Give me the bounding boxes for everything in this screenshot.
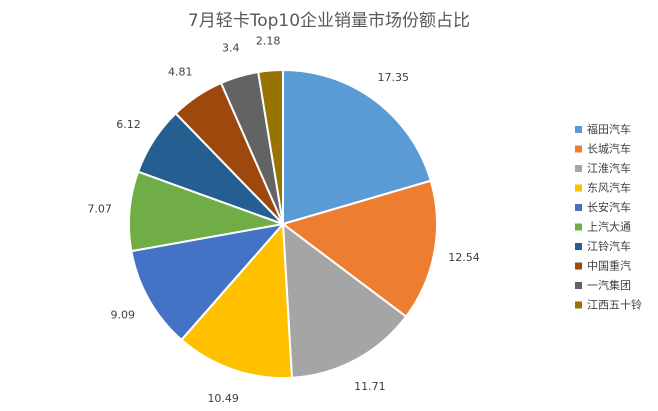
data-label: 10.49	[207, 392, 239, 405]
pie-slices	[128, 68, 438, 379]
data-label: 4.81	[168, 65, 193, 78]
legend-label: 江铃汽车	[587, 239, 631, 253]
legend-label: 中国重汽	[587, 259, 631, 273]
legend-swatch	[575, 262, 582, 270]
data-label: 12.54	[448, 251, 480, 264]
legend-swatch	[575, 145, 582, 153]
data-label: 17.35	[378, 71, 410, 84]
legend-swatch	[575, 204, 582, 211]
data-label: 9.09	[111, 309, 136, 322]
legend-label: 长城汽车	[587, 142, 631, 156]
legend-swatch	[575, 126, 582, 133]
legend-swatch	[575, 165, 582, 172]
data-label: 6.12	[116, 118, 141, 131]
legend-swatch	[575, 223, 582, 231]
pie-slice	[282, 68, 433, 226]
pie-slice	[180, 221, 293, 379]
pie-slice	[130, 222, 286, 342]
legend-label: 东风汽车	[587, 181, 631, 195]
legend-swatch	[575, 301, 582, 309]
data-label: 2.18	[256, 35, 281, 48]
data-label: 7.07	[87, 202, 112, 215]
legend-swatch	[575, 282, 582, 289]
pie-slice	[281, 221, 408, 379]
legend-label: 上汽大通	[587, 220, 631, 234]
chart-legend: 福田汽车长城汽车江淮汽车东风汽车长安汽车上汽大通江铃汽车中国重汽一汽集团江西五十…	[575, 122, 642, 312]
chart-title: 7月轻卡Top10企业销量市场份额占比	[187, 11, 471, 31]
data-label: 3.4	[222, 42, 240, 55]
legend-swatch	[575, 184, 582, 192]
legend-swatch	[575, 243, 582, 250]
legend-label: 长安汽车	[587, 200, 631, 214]
pie-data-labels: 17.35 12.54 11.71 10.49 9.09 7.07 6.12 4.81 3.4 2…	[87, 35, 479, 405]
pie-slice	[257, 68, 284, 225]
legend-label: 江淮汽车	[587, 161, 631, 175]
legend-label: 一汽集团	[587, 278, 631, 292]
pie-slice	[280, 179, 438, 318]
legend-label: 江西五十铃	[587, 298, 642, 312]
legend-label: 福田汽车	[587, 122, 631, 136]
data-label: 11.71	[354, 380, 386, 393]
